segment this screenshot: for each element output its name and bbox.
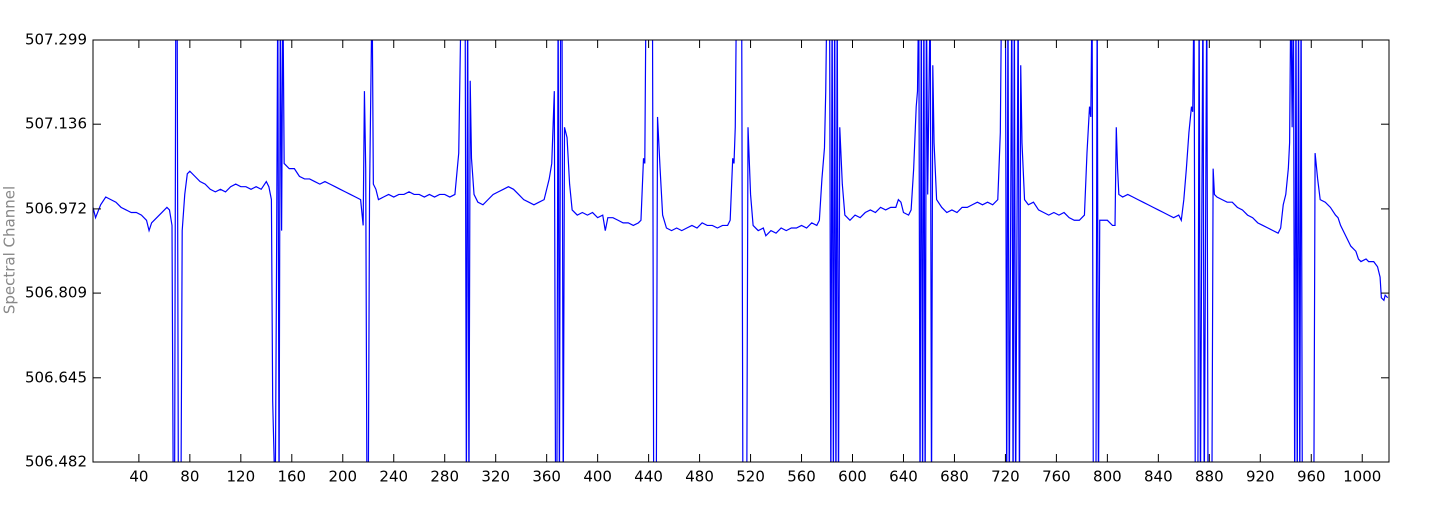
x-tick-label: 160 bbox=[277, 468, 306, 486]
x-tick-label: 200 bbox=[328, 468, 357, 486]
x-tick-label: 1000 bbox=[1343, 468, 1381, 486]
x-tick-label: 840 bbox=[1144, 468, 1173, 486]
y-tick-label: 506.972 bbox=[25, 199, 87, 217]
x-tick-label: 960 bbox=[1297, 468, 1326, 486]
x-tick-label: 560 bbox=[787, 468, 816, 486]
x-tick-label: 880 bbox=[1195, 468, 1224, 486]
x-tick-label: 440 bbox=[634, 468, 663, 486]
y-tick-label: 506.645 bbox=[25, 368, 87, 386]
y-tick-label: 506.482 bbox=[25, 453, 87, 471]
x-tick-label: 800 bbox=[1093, 468, 1122, 486]
x-tick-label: 600 bbox=[838, 468, 867, 486]
x-tick-label: 360 bbox=[532, 468, 561, 486]
x-tick-label: 280 bbox=[430, 468, 459, 486]
x-tick-label: 680 bbox=[940, 468, 969, 486]
x-tick-label: 760 bbox=[1042, 468, 1071, 486]
plot-area bbox=[93, 40, 1389, 462]
x-tick-label: 40 bbox=[129, 468, 148, 486]
y-axis-label: Spectral Channel bbox=[1, 186, 19, 314]
x-tick-label: 400 bbox=[583, 468, 612, 486]
x-tick-label: 240 bbox=[379, 468, 408, 486]
x-tick-label: 120 bbox=[227, 468, 256, 486]
x-tick-label: 640 bbox=[889, 468, 918, 486]
x-tick-label: 720 bbox=[991, 468, 1020, 486]
x-tick-label: 80 bbox=[180, 468, 199, 486]
plot-frame bbox=[92, 39, 1390, 463]
x-tick-label: 520 bbox=[736, 468, 765, 486]
y-tick-label: 507.299 bbox=[25, 31, 87, 49]
x-tick-label: 320 bbox=[481, 468, 510, 486]
x-tick-label: 480 bbox=[685, 468, 714, 486]
y-tick-label: 507.136 bbox=[25, 115, 87, 133]
x-tick-label: 920 bbox=[1246, 468, 1275, 486]
data-line bbox=[93, 40, 1389, 462]
y-tick-label: 506.809 bbox=[25, 284, 87, 302]
